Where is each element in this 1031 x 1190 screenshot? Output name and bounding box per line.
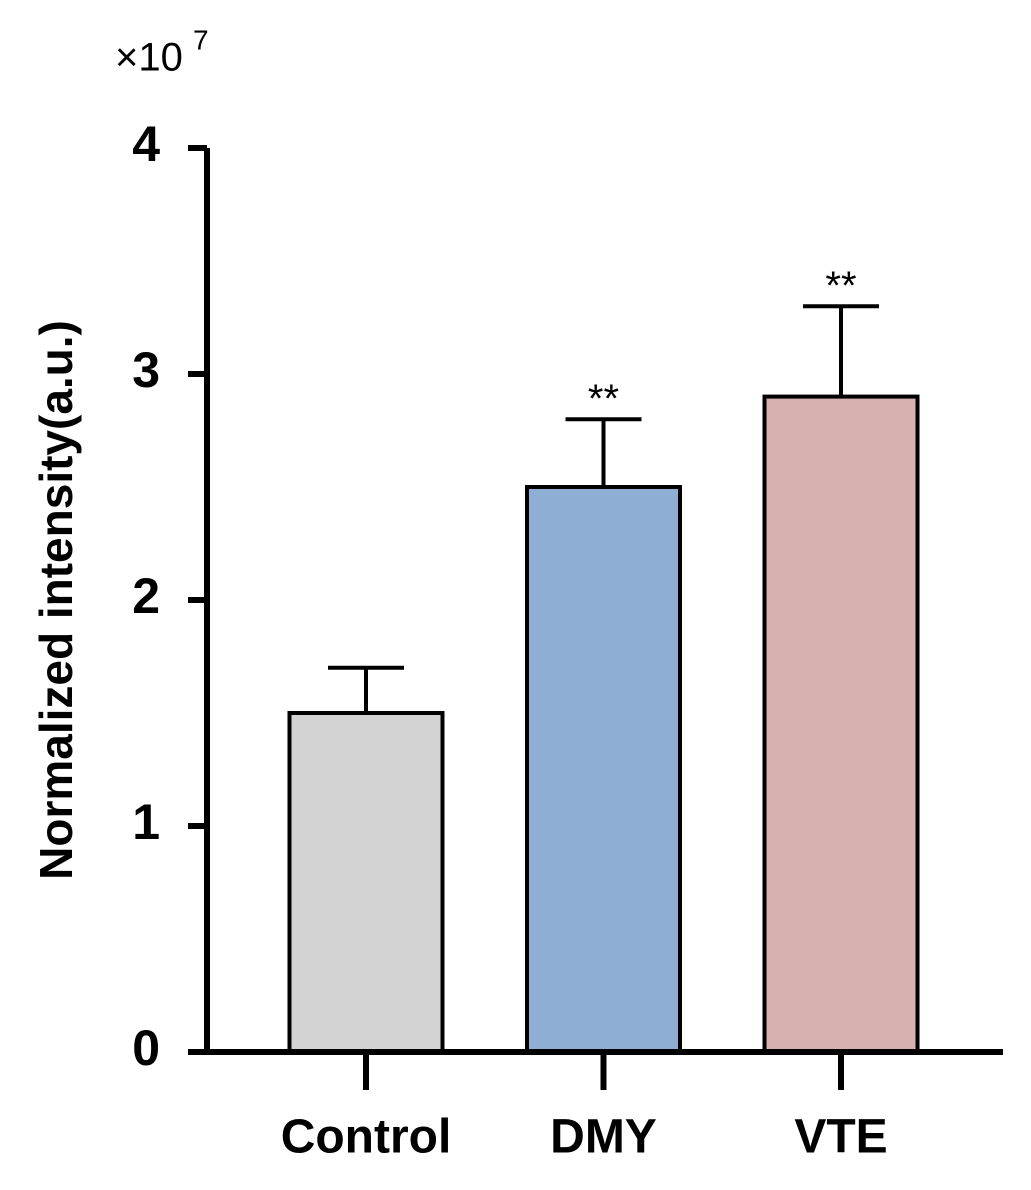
y-tick-label: 3	[132, 342, 160, 398]
bar	[287, 711, 445, 1054]
x-tick-label: VTE	[794, 1111, 887, 1164]
bar	[525, 485, 682, 1054]
y-tick-label: 0	[132, 1020, 160, 1076]
y-tick-label: 4	[132, 116, 160, 172]
y-multiplier: ×10	[115, 36, 183, 80]
y-multiplier-exponent: 7	[193, 24, 209, 55]
bar	[762, 394, 920, 1055]
y-tick-label: 1	[132, 794, 160, 850]
significance-label: **	[825, 264, 856, 308]
x-tick-label: DMY	[550, 1111, 657, 1164]
x-tick-label: Control	[281, 1111, 452, 1164]
significance-label: **	[588, 377, 619, 421]
y-axis-label: Normalized intensity(a.u.)	[30, 320, 82, 880]
y-tick-label: 2	[132, 568, 160, 624]
